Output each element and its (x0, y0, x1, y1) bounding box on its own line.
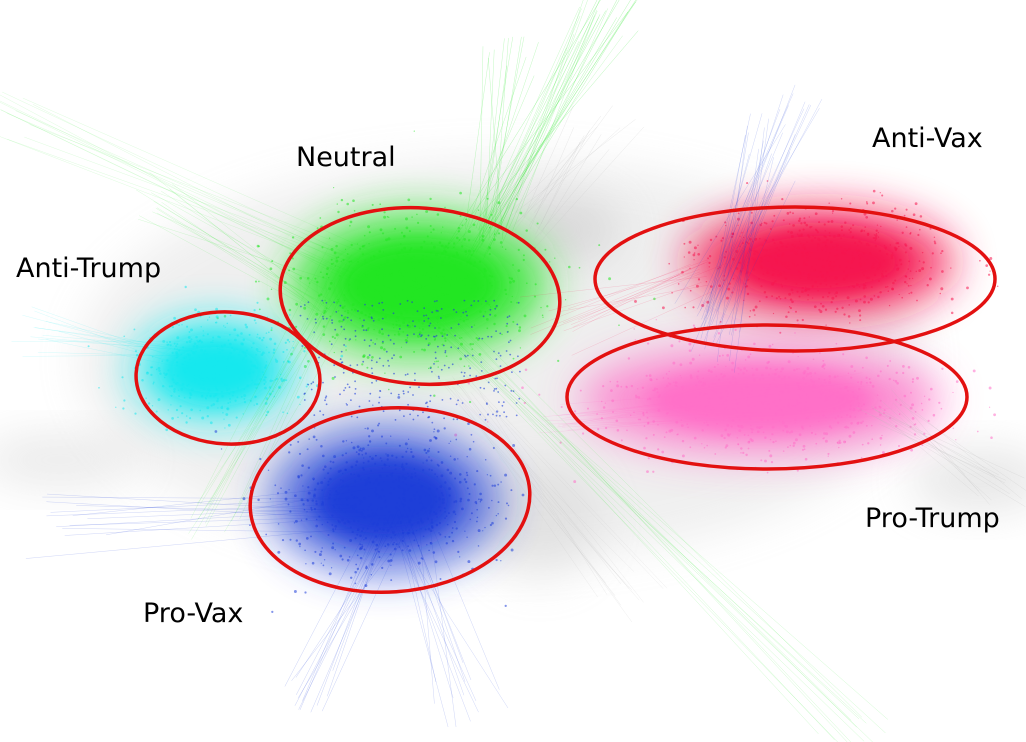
outline-neutral (278, 205, 562, 387)
community-outlines (134, 205, 997, 595)
cluster-clouds (87, 130, 999, 614)
outline-anti-vax (593, 205, 997, 353)
cluster-cloud-pro-trump (454, 310, 996, 484)
outline-anti-trump (134, 310, 322, 446)
outline-pro-vax (248, 405, 532, 595)
cluster-cloud-neutral (216, 130, 656, 404)
label-neutral: Neutral (296, 142, 396, 173)
outline-pro-trump (565, 323, 969, 471)
label-pro-vax: Pro-Vax (143, 598, 243, 629)
cluster-cloud-anti-vax (634, 180, 999, 334)
cluster-cloud-anti-trump (87, 285, 347, 432)
label-pro-trump: Pro-Trump (865, 503, 1000, 534)
label-anti-trump: Anti-Trump (16, 253, 161, 284)
label-anti-vax: Anti-Vax (872, 123, 983, 154)
cluster-labels: Neutral Anti-Vax Anti-Trump Pro-Trump Pr… (16, 123, 1000, 629)
cluster-cloud-pro-vax (214, 299, 525, 614)
